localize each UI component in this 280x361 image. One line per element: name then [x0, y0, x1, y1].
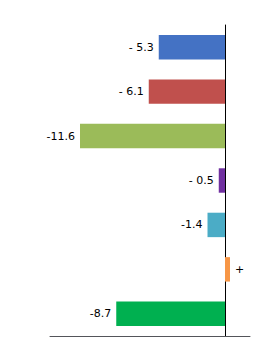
- svg-text:- 6.1: - 6.1: [119, 85, 144, 98]
- svg-text:+: +: [235, 263, 244, 276]
- svg-text:-11.6: -11.6: [47, 130, 75, 143]
- svg-text:-1.4: -1.4: [181, 218, 202, 231]
- svg-text:-8.7: -8.7: [90, 307, 111, 320]
- svg-text:- 0.5: - 0.5: [189, 174, 214, 187]
- svg-text:- 5.3: - 5.3: [129, 41, 154, 54]
